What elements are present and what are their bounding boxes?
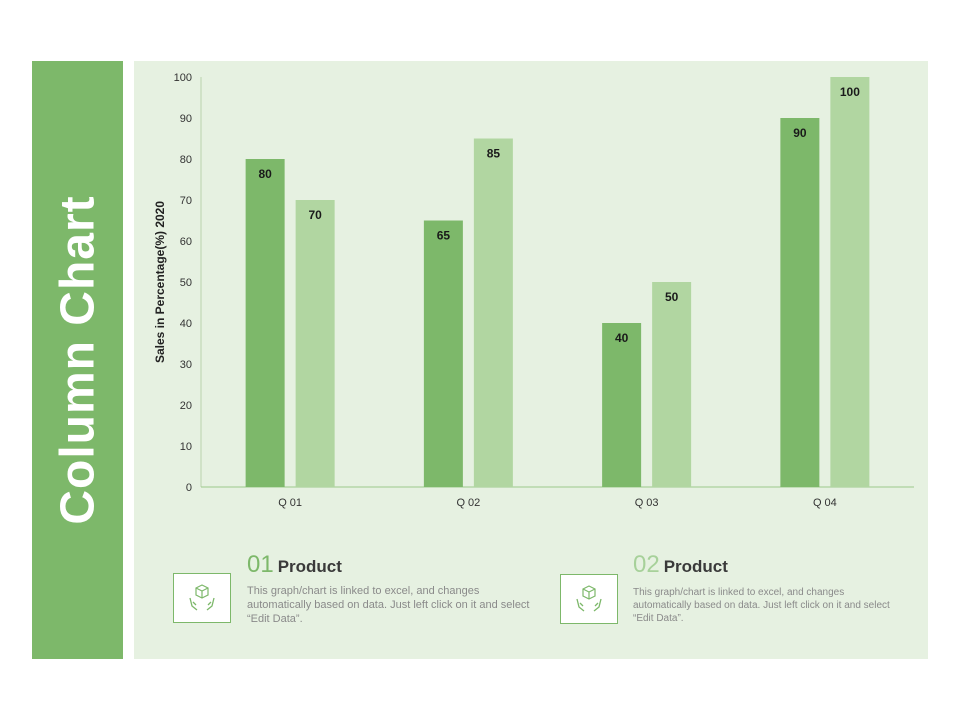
bar (473, 138, 513, 487)
data-label: 40 (615, 331, 629, 345)
data-label: 50 (665, 290, 679, 304)
bar (780, 118, 820, 487)
card-title: Product (663, 557, 728, 576)
y-tick-label: 20 (180, 400, 192, 412)
x-tick-label: Q 01 (278, 497, 302, 509)
data-label: 70 (308, 208, 322, 222)
data-label: 85 (487, 147, 501, 161)
bar (602, 323, 642, 487)
y-tick-label: 90 (180, 113, 192, 125)
bar (652, 282, 692, 487)
data-label: 90 (793, 126, 807, 140)
x-tick-label: Q 03 (635, 497, 659, 509)
y-axis-title: Sales in Percentage(%) 2020 (153, 200, 167, 364)
data-label: 65 (437, 229, 451, 243)
bar (295, 200, 335, 487)
card-number: 01 (247, 551, 274, 578)
y-tick-label: 70 (180, 195, 192, 207)
card-title: Product (277, 557, 342, 576)
bar (245, 159, 285, 487)
x-tick-label: Q 04 (813, 497, 837, 509)
card-number: 02 (633, 551, 660, 578)
y-tick-label: 60 (180, 236, 192, 248)
data-label: 80 (258, 167, 272, 181)
card-description: This graph/chart is linked to excel, and… (247, 585, 530, 625)
card-description: This graph/chart is linked to excel, and… (633, 587, 890, 624)
y-tick-label: 30 (180, 359, 192, 371)
data-label: 100 (840, 85, 860, 99)
bar (830, 77, 870, 487)
bar (423, 220, 463, 487)
y-tick-label: 80 (180, 154, 192, 166)
x-tick-label: Q 02 (456, 497, 480, 509)
hands-box-icon (560, 574, 618, 624)
title-bar: Column Chart (32, 61, 123, 659)
y-tick-label: 50 (180, 277, 192, 289)
y-tick-label: 100 (174, 72, 192, 84)
y-tick-label: 10 (180, 441, 192, 453)
y-tick-label: 40 (180, 318, 192, 330)
y-tick-label: 0 (186, 482, 192, 494)
hands-box-icon (173, 573, 231, 623)
